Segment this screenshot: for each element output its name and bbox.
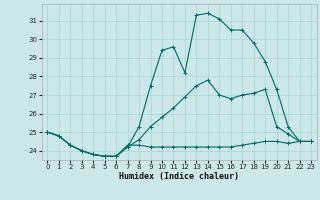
X-axis label: Humidex (Indice chaleur): Humidex (Indice chaleur) <box>119 172 239 181</box>
